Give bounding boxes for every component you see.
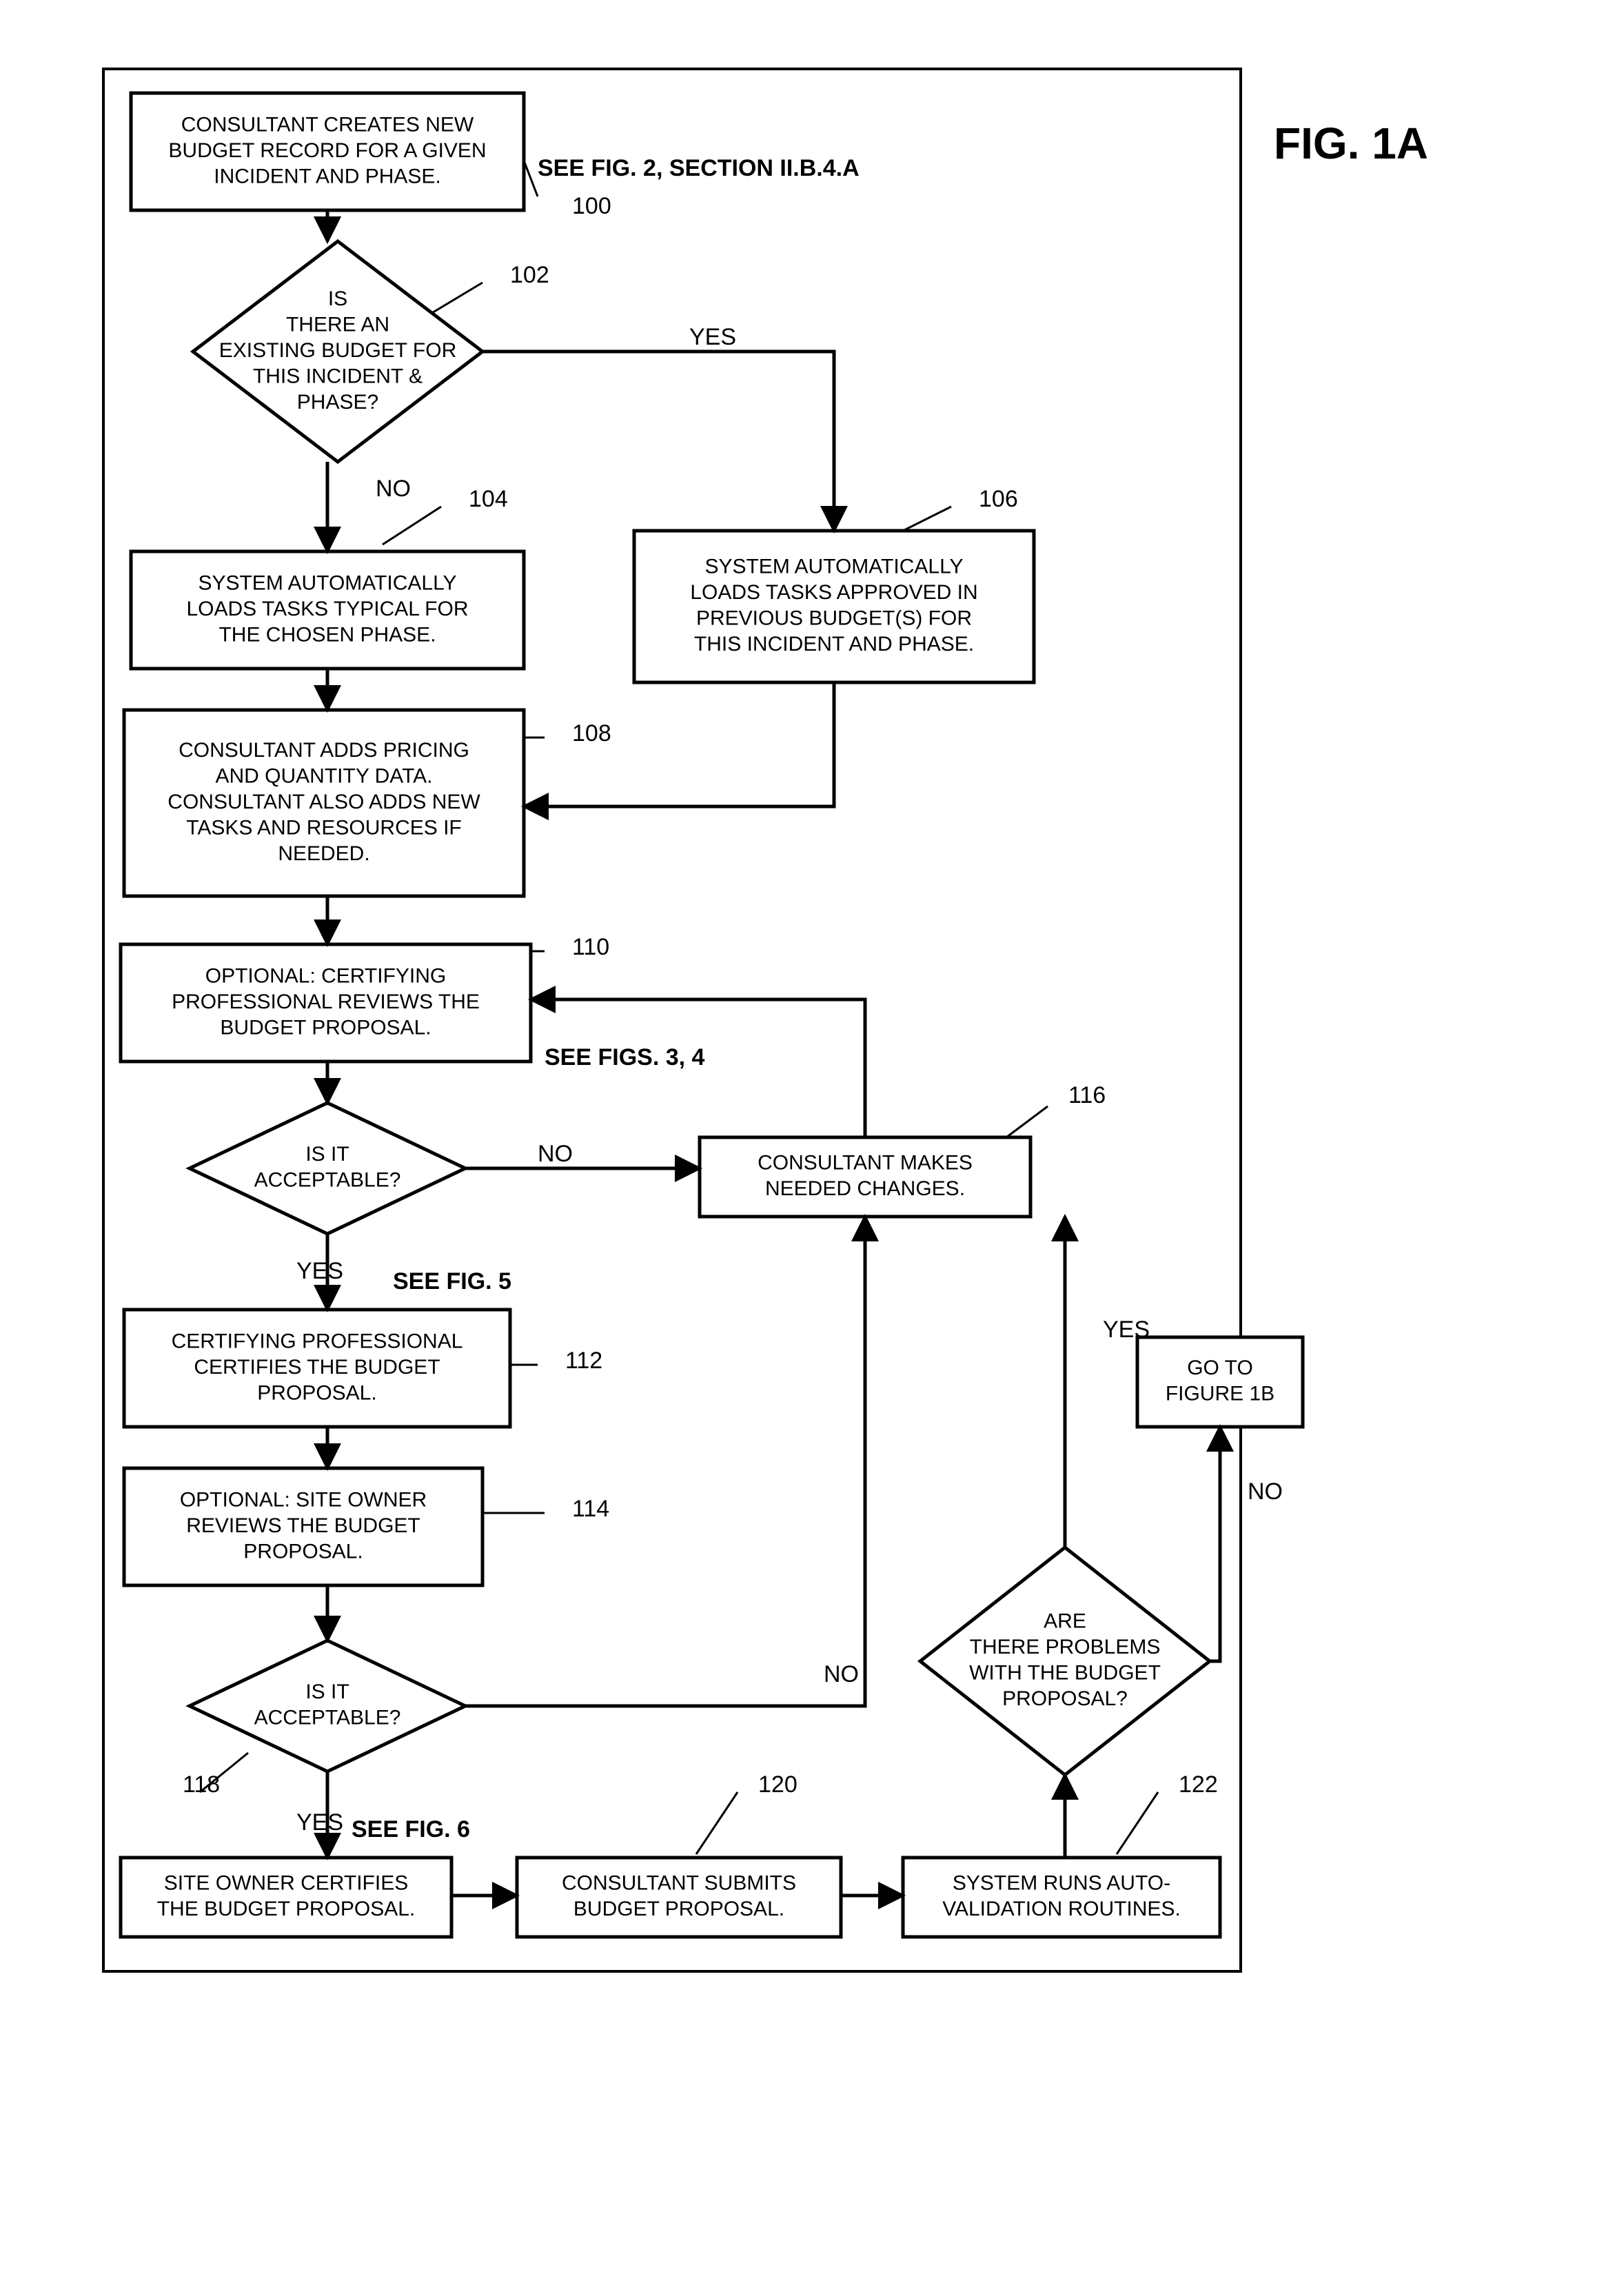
node-text: SYSTEM AUTOMATICALLY (198, 571, 456, 594)
node-text: ACCEPTABLE? (254, 1707, 401, 1729)
annotation-text: SEE FIG. 2, SECTION II.B.4.A (538, 155, 860, 181)
node-text: PHASE? (297, 391, 378, 414)
node-text: PROPOSAL? (1002, 1687, 1128, 1710)
ref-leader (431, 283, 483, 314)
flowchart-edge (465, 1217, 865, 1706)
ref-leader (1117, 1792, 1158, 1854)
ref-leader (383, 507, 441, 545)
node-text: THERE AN (286, 313, 389, 336)
annotation-text: SEE FIG. 5 (393, 1268, 511, 1294)
node-text: NEEDED CHANGES. (765, 1177, 965, 1200)
node-text: PREVIOUS BUDGET(S) FOR (696, 607, 972, 630)
node-text: BUDGET PROPOSAL. (220, 1016, 431, 1039)
node-text: SYSTEM AUTOMATICALLY (704, 556, 963, 578)
annotation-text: SEE FIGS. 3, 4 (545, 1044, 705, 1070)
node-text: CONSULTANT MAKES (758, 1152, 973, 1175)
ref-number: 114 (572, 1496, 609, 1522)
node-text: CONSULTANT SUBMITS (562, 1872, 796, 1895)
ref-number: 120 (758, 1771, 798, 1798)
node-text: SITE OWNER CERTIFIES (164, 1872, 408, 1895)
ref-number: 112 (565, 1348, 602, 1374)
node-text: THIS INCIDENT AND PHASE. (694, 633, 974, 656)
node-text: REVIEWS THE BUDGET (186, 1514, 420, 1537)
ref-number: 106 (979, 486, 1018, 512)
node-text: THERE PROBLEMS (970, 1636, 1161, 1658)
flowchart-edge (524, 682, 834, 806)
node-text: ACCEPTABLE? (254, 1169, 401, 1192)
node-text: CERTIFYING PROFESSIONAL (172, 1330, 463, 1352)
node-text: BUDGET RECORD FOR A GIVEN (168, 139, 486, 162)
node-text: EXISTING BUDGET FOR (219, 339, 457, 362)
node-text: PROPOSAL. (243, 1540, 363, 1563)
node-text: NEEDED. (278, 842, 369, 865)
node-text: OPTIONAL: SITE OWNER (180, 1488, 427, 1511)
flowchart-edge (483, 352, 834, 531)
edge-label: YES (1103, 1317, 1150, 1343)
node-text: SYSTEM RUNS AUTO- (953, 1872, 1170, 1895)
node-text: THIS INCIDENT & (253, 365, 423, 387)
ref-number: 104 (469, 486, 508, 512)
edge-label: YES (296, 1258, 343, 1284)
node-text: CONSULTANT CREATES NEW (181, 113, 474, 136)
node-text: BUDGET PROPOSAL. (573, 1898, 784, 1920)
node-text: PROPOSAL. (257, 1381, 376, 1404)
node-text: CONSULTANT ALSO ADDS NEW (167, 791, 480, 813)
node-text: FIGURE 1B (1166, 1383, 1274, 1405)
node-text: GO TO (1187, 1357, 1253, 1379)
ref-leader (696, 1792, 738, 1854)
edge-label: NO (538, 1141, 573, 1167)
edge-label: YES (296, 1809, 343, 1836)
ref-number: 100 (572, 193, 611, 219)
node-text: IS IT (305, 1143, 349, 1166)
node-text: WITH THE BUDGET (969, 1662, 1161, 1685)
ref-leader (524, 161, 538, 196)
edge-label: NO (824, 1661, 859, 1687)
node-text: PROFESSIONAL REVIEWS THE (172, 990, 480, 1013)
ref-leader (903, 507, 951, 531)
ref-number: 122 (1179, 1771, 1218, 1798)
ref-number: 116 (1068, 1082, 1106, 1108)
node-text: AND QUANTITY DATA. (215, 764, 432, 787)
ref-leader (1006, 1106, 1048, 1137)
ref-number: 110 (572, 934, 609, 960)
node-text: THE CHOSEN PHASE. (219, 623, 436, 646)
node-text: TASKS AND RESOURCES IF (186, 816, 462, 839)
node-text: VALIDATION ROUTINES. (942, 1898, 1181, 1920)
node-text: THE BUDGET PROPOSAL. (157, 1898, 416, 1920)
ref-number: 108 (572, 720, 611, 746)
node-text: CONSULTANT ADDS PRICING (179, 739, 469, 762)
edge-label: NO (1248, 1479, 1283, 1505)
node-text: CERTIFIES THE BUDGET (194, 1356, 440, 1379)
ref-number: 102 (510, 262, 549, 288)
node-text: LOADS TASKS APPROVED IN (690, 581, 977, 604)
flowchart-edge (1210, 1427, 1220, 1661)
node-text: OPTIONAL: CERTIFYING (205, 964, 447, 987)
node-text: INCIDENT AND PHASE. (214, 165, 441, 187)
node-text: LOADS TASKS TYPICAL FOR (186, 598, 468, 620)
annotation-text: SEE FIG. 6 (352, 1816, 470, 1842)
node-text: ARE (1044, 1610, 1086, 1633)
ref-number: 118 (183, 1771, 220, 1798)
edge-label: NO (376, 476, 411, 502)
node-text: IS (328, 287, 347, 310)
edge-label: YES (689, 324, 736, 350)
node-text: IS IT (305, 1680, 349, 1703)
figure-title: FIG. 1A (1274, 119, 1428, 168)
